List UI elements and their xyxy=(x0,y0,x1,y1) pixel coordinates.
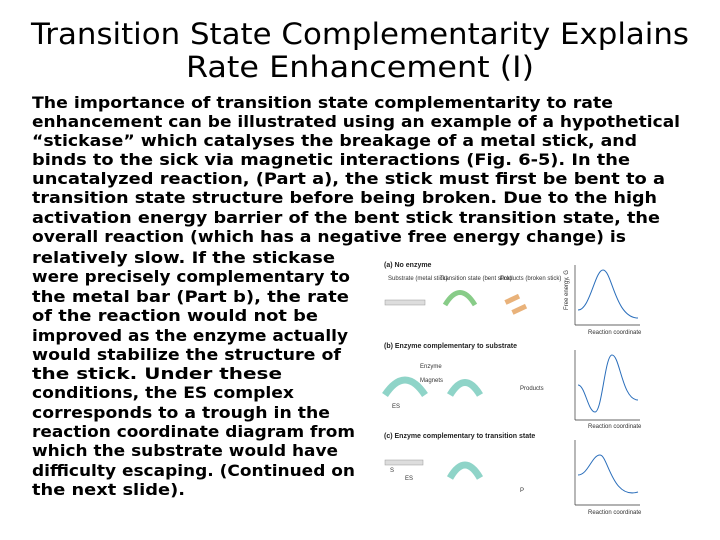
body-line: enhancement can be illustrated using an … xyxy=(32,112,680,131)
axis-label: Free energy, G xyxy=(564,270,570,310)
body-line: the next slide). xyxy=(32,480,185,499)
energy-curve xyxy=(577,269,639,319)
body-line: “stickase” which catalyses the breakage … xyxy=(32,131,637,150)
body-line: were precisely complementary to xyxy=(32,267,350,286)
body-line: overall reaction (which has a negative f… xyxy=(32,227,626,246)
panel-heading: (b) Enzyme complementary to substrate xyxy=(384,343,517,350)
body-line: the stick. Under these xyxy=(32,364,282,383)
product xyxy=(511,303,528,315)
energy-curve xyxy=(577,354,639,413)
bent-stick xyxy=(442,290,478,307)
figure: (a) No enzyme Substrate (metal stick) Tr… xyxy=(382,262,642,516)
body-line: transition state structure before being … xyxy=(32,188,657,207)
body-line: the metal bar (Part b), the rate xyxy=(32,287,349,306)
body-line: improved as the enzyme actually xyxy=(32,326,349,345)
body-line: of the reaction would not be xyxy=(32,306,318,325)
label: P xyxy=(520,488,524,494)
body-line: binds to the sick via magnetic interacti… xyxy=(32,150,630,169)
panel-heading: (a) No enzyme xyxy=(384,262,432,269)
label: ES xyxy=(405,476,413,482)
stick xyxy=(384,299,426,306)
label: ES xyxy=(392,404,400,410)
body-line: conditions, the ES complex xyxy=(32,383,295,402)
label: Products (broken stick) xyxy=(500,276,561,282)
enzyme xyxy=(446,379,484,397)
body-line: corresponds to a trough in the xyxy=(32,403,330,422)
energy-curve xyxy=(577,454,639,494)
stick xyxy=(384,459,424,466)
label: Substrate (metal stick) xyxy=(388,276,448,282)
enzyme xyxy=(446,461,484,480)
product xyxy=(504,293,521,305)
axis-label: Reaction coordinate xyxy=(588,330,642,336)
body-line: reaction coordinate diagram from xyxy=(32,422,355,441)
body-text: The importance of transition state compl… xyxy=(32,93,680,499)
label: Transition state (bent stick) xyxy=(440,276,512,282)
label: Enzyme xyxy=(420,364,442,370)
title-line: Transition State Complementarity Explain… xyxy=(30,17,689,51)
body-line: The importance of transition state compl… xyxy=(32,93,613,112)
title-line: Rate Enhancement (I) xyxy=(186,50,534,84)
body-line: would stabilize the structure of xyxy=(32,345,342,364)
label: S xyxy=(390,468,394,474)
axis-label: Reaction coordinate xyxy=(588,424,642,430)
enzyme xyxy=(382,376,428,398)
body-line: activation energy barrier of the bent st… xyxy=(32,208,660,227)
axis-label: Reaction coordinate xyxy=(588,510,642,516)
body-line: relatively slow. If the stickase xyxy=(32,248,335,267)
label: Magnets xyxy=(420,378,443,384)
body-line: which the substrate would have xyxy=(32,441,338,460)
body-line: uncatalyzed reaction, (Part a), the stic… xyxy=(32,169,665,188)
body-line: difficulty escaping. (Continued on xyxy=(32,461,355,480)
label: Products xyxy=(520,386,544,392)
panel-heading: (c) Enzyme complementary to transition s… xyxy=(384,433,535,440)
